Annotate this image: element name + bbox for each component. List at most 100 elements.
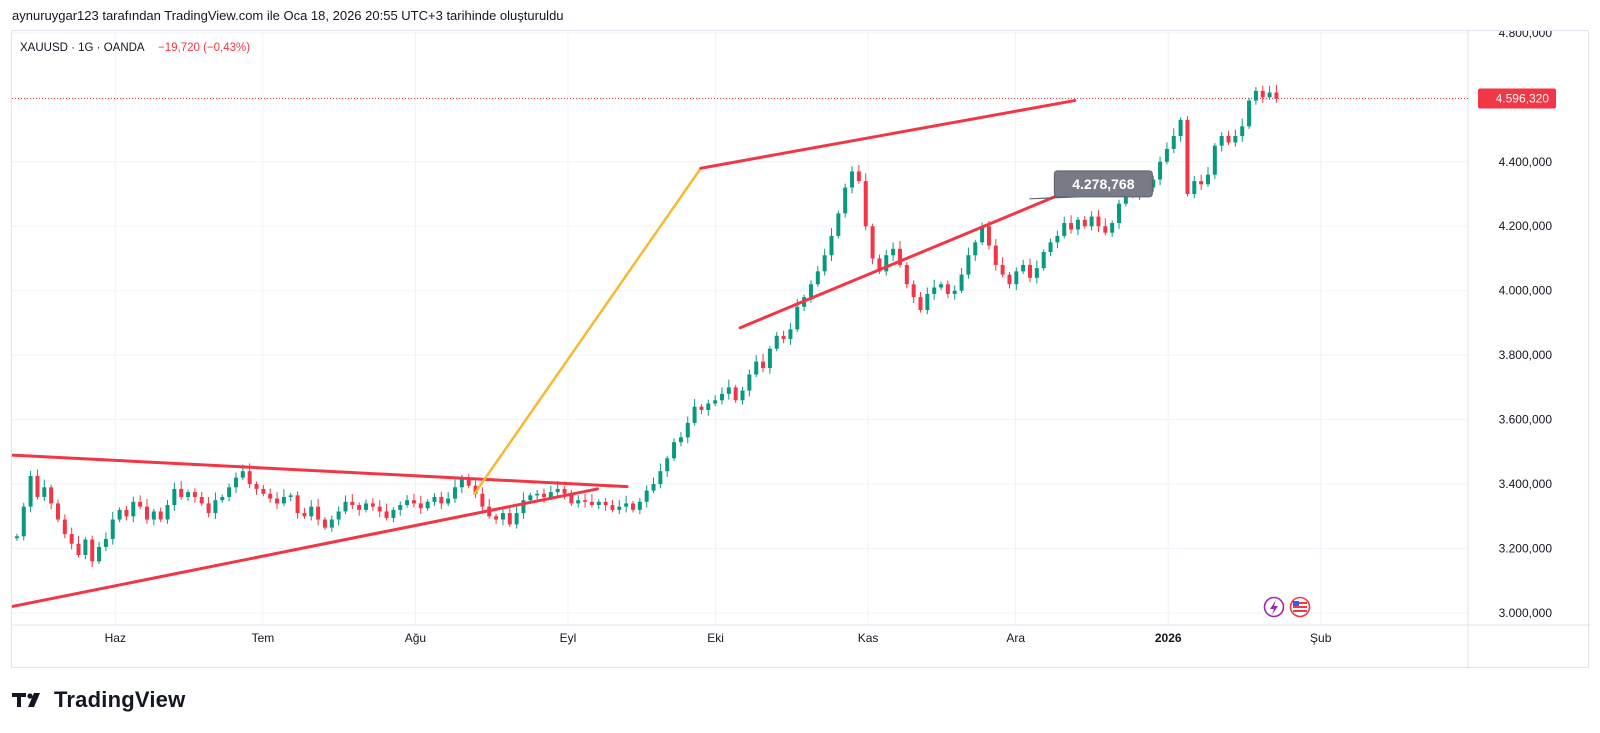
- candle-body: [692, 406, 697, 423]
- candle-body: [247, 471, 252, 485]
- candle-body: [808, 284, 813, 298]
- candle-body: [432, 496, 437, 502]
- candle-body: [295, 495, 300, 514]
- price-axis[interactable]: 3.000,000 3.200,000 3.400,000 3.600,000 3.80…: [1499, 31, 1553, 620]
- candle-body: [1103, 226, 1108, 233]
- candle-body: [1260, 90, 1265, 98]
- candle-body: [514, 513, 519, 525]
- time-axis[interactable]: Haz Tem Ağu Eyl Eki Kas Ara 2026 Şub: [105, 631, 1332, 645]
- us-flag-icon[interactable]: [1289, 596, 1311, 618]
- candle-body: [425, 501, 430, 509]
- candle-body: [665, 458, 670, 472]
- candle-body: [1069, 223, 1074, 230]
- time-tick-label: Haz: [105, 631, 126, 645]
- candle-body: [213, 500, 218, 514]
- candle-body: [603, 501, 608, 506]
- candle-body: [959, 274, 964, 291]
- candle-body: [411, 500, 416, 504]
- candle-body: [1028, 264, 1033, 278]
- candle-body: [233, 477, 238, 488]
- candle-body: [391, 509, 396, 518]
- candle-body: [583, 500, 588, 502]
- candle-body: [904, 264, 909, 285]
- callout-label: 4.278,768: [1072, 176, 1134, 192]
- candle-body: [1192, 181, 1197, 195]
- candle-body: [42, 487, 47, 497]
- candle-body: [555, 488, 560, 493]
- candle-body: [14, 536, 19, 539]
- candle-body: [151, 511, 156, 520]
- candle-body: [199, 496, 204, 504]
- impulse-trendline[interactable]: [473, 166, 703, 495]
- time-tick-label: Kas: [858, 631, 879, 645]
- candle-body: [1205, 174, 1210, 185]
- candle-body: [459, 477, 464, 488]
- candle-body: [637, 501, 642, 510]
- candle-body: [446, 498, 451, 504]
- candle-body: [227, 487, 232, 497]
- candle-body: [405, 500, 410, 506]
- candle-body: [1226, 135, 1231, 143]
- channel-lower-trendline[interactable]: [738, 182, 1087, 330]
- price-tick-label: 3.400,000: [1499, 477, 1553, 491]
- price-tick-label: 4.400,000: [1499, 155, 1553, 169]
- candle-body: [822, 255, 827, 272]
- price-tick-label: 3.800,000: [1499, 348, 1553, 362]
- tradingview-logo-icon: [12, 693, 40, 707]
- candle-body: [535, 493, 540, 496]
- time-tick-label: 2026: [1155, 631, 1182, 645]
- candle-body: [1014, 271, 1019, 285]
- candle-body: [719, 393, 724, 401]
- symbol-legend: XAUUSD · 1G · OANDA −19,720 (−0,43%): [20, 42, 250, 54]
- candle-body: [651, 484, 656, 491]
- candle-body: [1117, 203, 1121, 224]
- time-tick-label: Eki: [707, 631, 724, 645]
- candle-body: [322, 519, 327, 528]
- candle-body: [398, 505, 403, 510]
- candle-body: [781, 335, 786, 340]
- candle-body: [1041, 252, 1046, 269]
- candle-body: [110, 519, 115, 539]
- price-chart[interactable]: 3.000,000 3.200,000 3.400,000 3.600,000 3.80…: [12, 31, 1590, 669]
- triangle-upper-trendline[interactable]: [12, 453, 629, 489]
- candle-body: [377, 506, 382, 512]
- time-tick-label: Ara: [1006, 631, 1025, 645]
- candle-body: [343, 501, 348, 512]
- candle-body: [966, 255, 971, 275]
- candle-body: [699, 406, 704, 410]
- candle-body: [596, 501, 601, 506]
- lightning-icon[interactable]: [1263, 596, 1285, 618]
- candle-body: [158, 511, 163, 520]
- candle-body: [1212, 145, 1217, 175]
- callout-bubble: [1029, 170, 1153, 200]
- candle-body: [1075, 219, 1080, 230]
- price-tick-label: 4.200,000: [1499, 219, 1553, 233]
- candle-body: [1247, 100, 1252, 127]
- candle-body: [480, 493, 485, 507]
- candle-body: [90, 539, 95, 562]
- price-tick-label: 3.000,000: [1499, 606, 1553, 620]
- chart-area[interactable]: 3.000,000 3.200,000 3.400,000 3.600,000 3.80…: [11, 30, 1590, 669]
- triangle-lower-trendline[interactable]: [12, 487, 599, 609]
- candle-body: [1021, 264, 1026, 272]
- candle-body: [21, 506, 26, 537]
- drawing-lines[interactable]: [12, 99, 1087, 609]
- candle-body: [370, 503, 375, 507]
- candle-body: [1240, 126, 1245, 136]
- candle-body: [316, 506, 321, 520]
- chart-bottom-icons[interactable]: [1263, 596, 1311, 618]
- price-callout[interactable]: 4.278,768: [1029, 170, 1153, 200]
- chart-attribution: aynuruygar123 tarafından TradingView.com…: [12, 8, 564, 23]
- candle-body: [1007, 274, 1012, 285]
- tradingview-logo[interactable]: TradingView: [12, 687, 185, 713]
- candle-body: [179, 488, 184, 497]
- candle-body: [870, 226, 875, 259]
- candle-body: [569, 493, 574, 504]
- candle-body: [911, 284, 916, 298]
- channel-upper-trendline[interactable]: [699, 99, 1077, 170]
- candle-body: [562, 488, 567, 494]
- candle-body: [610, 505, 615, 510]
- candle-body: [761, 361, 766, 369]
- candle-body: [288, 495, 293, 497]
- candle-body: [630, 503, 635, 510]
